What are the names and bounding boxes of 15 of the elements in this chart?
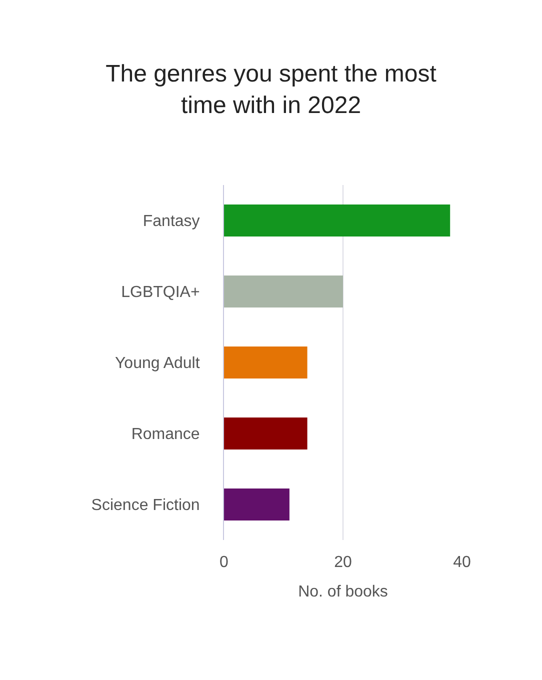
bar xyxy=(224,204,450,236)
y-tick-label: LGBTQIA+ xyxy=(121,284,200,302)
bar xyxy=(224,276,343,308)
bar xyxy=(224,488,290,520)
y-tick-label: Fantasy xyxy=(142,213,200,230)
x-tick-label: 20 xyxy=(334,554,352,571)
x-tick-label: 40 xyxy=(453,554,471,571)
bar xyxy=(224,418,308,450)
x-tick-label: 0 xyxy=(220,554,229,571)
y-tick-label: Romance xyxy=(131,426,200,444)
y-tick-label: Science Fiction xyxy=(91,497,200,514)
chart-title: The genres you spent the most time with in 2022 xyxy=(106,60,437,119)
y-tick-label: Young Adult xyxy=(114,355,200,372)
bar xyxy=(224,346,308,378)
x-axis-title: No. of books xyxy=(298,584,388,601)
